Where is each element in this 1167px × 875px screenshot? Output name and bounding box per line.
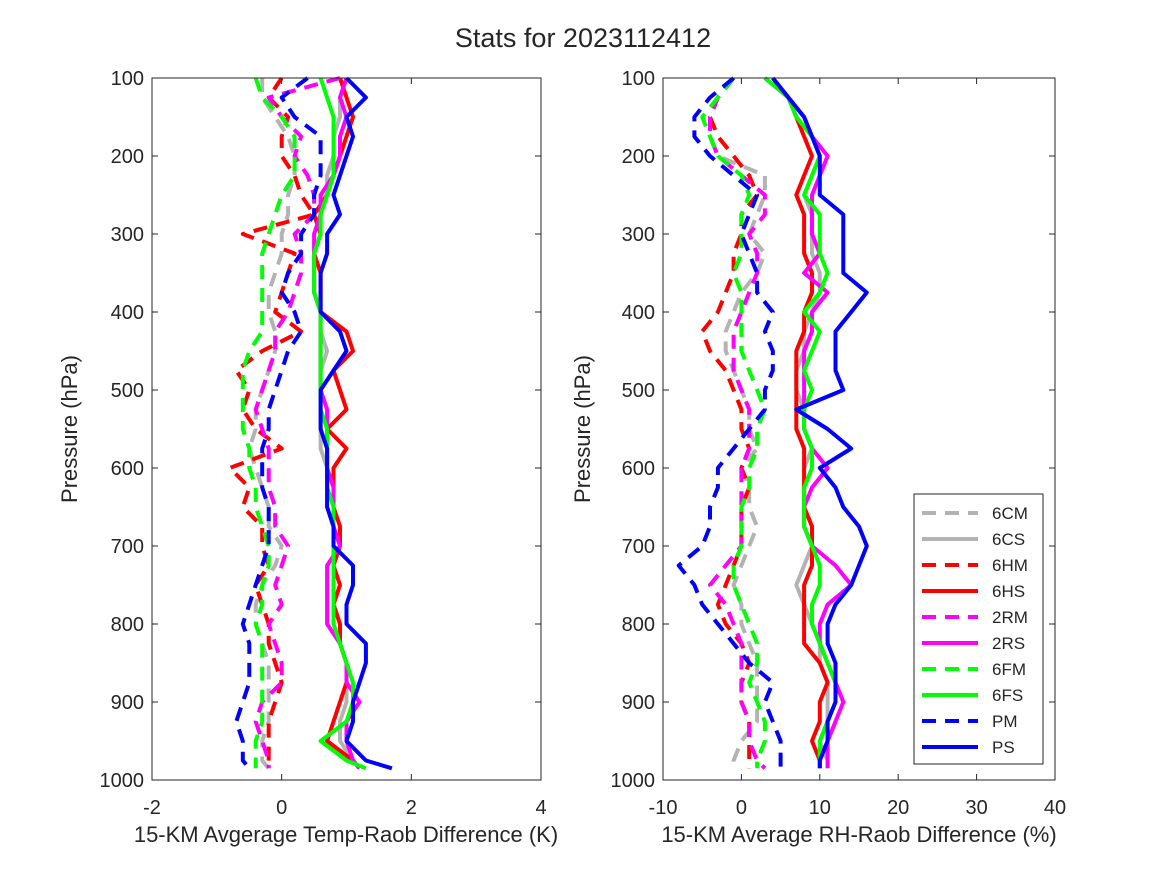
legend-label-6fm: 6FM — [992, 660, 1026, 679]
temp-y-tick-label: 1000 — [100, 770, 145, 792]
rh-series-6fm-line — [700, 76, 767, 769]
temp-axes-box — [151, 77, 542, 781]
rh-y-tick-label: 900 — [622, 692, 655, 714]
temp-y-tick-label: 100 — [111, 68, 144, 90]
temp-series-6fs-line — [312, 77, 367, 771]
temp-y-axis-label: Pressure (hPa) — [57, 355, 82, 503]
chart-title: Stats for 2023112412 — [455, 23, 711, 53]
legend-label-6fs: 6FS — [992, 686, 1023, 705]
rh-series-6hs-line — [771, 76, 830, 769]
temp-y-tick-label: 700 — [111, 536, 144, 558]
rh-x-tick-label: 20 — [887, 797, 909, 819]
rh-y-tick-label: 600 — [622, 458, 655, 480]
temp-y-tick-label: 500 — [111, 380, 144, 402]
rh-x-tick-label: 30 — [965, 797, 987, 819]
temp-series-6fm-line — [240, 77, 297, 769]
rh-series-pm-line — [676, 76, 783, 769]
rh-y-tick-label: 400 — [622, 302, 655, 324]
temp-x-tick-label: 4 — [535, 797, 546, 819]
temp-x-tick-label: -2 — [143, 797, 161, 819]
rh-y-axis-label: Pressure (hPa) — [570, 355, 595, 503]
temp-y-tick-label: 900 — [111, 692, 144, 714]
rh-series-6fs-line — [763, 76, 838, 769]
temp-y-tick-label: 300 — [111, 224, 144, 246]
legend-label-2rs: 2RS — [992, 634, 1025, 653]
rh-y-tick-label: 800 — [622, 614, 655, 636]
legend-label-6hs: 6HS — [992, 582, 1025, 601]
rh-x-tick-label: 0 — [736, 797, 747, 819]
rh-y-tick-label: 200 — [622, 146, 655, 168]
legend-label-ps: PS — [992, 738, 1015, 757]
temp-series-6hm-line — [227, 76, 317, 769]
rh-y-tick-label: 300 — [622, 224, 655, 246]
temp-series-layer — [227, 76, 393, 771]
rh-series-layer — [676, 76, 869, 770]
rh-x-tick-label: 10 — [809, 797, 831, 819]
temp-y-tick-label: 800 — [111, 614, 144, 636]
rh-y-tick-label: 100 — [622, 68, 655, 90]
legend-label-pm: PM — [992, 712, 1018, 731]
legend: 6CM 6CS 6HM 6HS 2RM 2RS 6FM 6FS PM PS — [913, 493, 1044, 765]
rh-x-tick-label: -10 — [649, 797, 678, 819]
rh-tick-layer: -10 0 10 20 30 40 100 200 300 400 500 600 700 800 900 1… — [611, 68, 1067, 819]
rh-series-ps-line — [771, 76, 869, 769]
temp-panel: -2 0 2 4 100 200 300 400 500 600 700 800 900 1000 15-… — [57, 68, 558, 847]
rh-axes-box — [662, 77, 1056, 781]
temp-y-tick-label: 200 — [111, 146, 144, 168]
legend-label-6hm: 6HM — [992, 556, 1028, 575]
temp-series-ps-line — [318, 76, 393, 771]
rh-y-tick-label: 700 — [622, 536, 655, 558]
legend-label-6cm: 6CM — [992, 504, 1028, 523]
temp-y-tick-label: 400 — [111, 302, 144, 324]
legend-label-6cs: 6CS — [992, 530, 1025, 549]
temp-series-6cm-line — [247, 78, 297, 770]
temp-y-tick-label: 600 — [111, 458, 144, 480]
temp-x-tick-label: 0 — [276, 797, 287, 819]
temp-x-tick-label: 2 — [406, 797, 417, 819]
rh-x-axis-label: 15-KM Average RH-Raob Difference (%) — [661, 822, 1056, 847]
temp-series-pm-line — [234, 76, 323, 770]
rh-y-tick-label: 1000 — [611, 770, 656, 792]
rh-x-tick-label: 40 — [1044, 797, 1066, 819]
rh-panel: -10 0 10 20 30 40 100 200 300 400 500 600 700 800 900 1… — [570, 68, 1066, 847]
temp-x-axis-label: 15-KM Avgerage Temp-Raob Difference (K) — [134, 822, 558, 847]
legend-label-2rm: 2RM — [992, 608, 1028, 627]
rh-y-tick-label: 500 — [622, 380, 655, 402]
